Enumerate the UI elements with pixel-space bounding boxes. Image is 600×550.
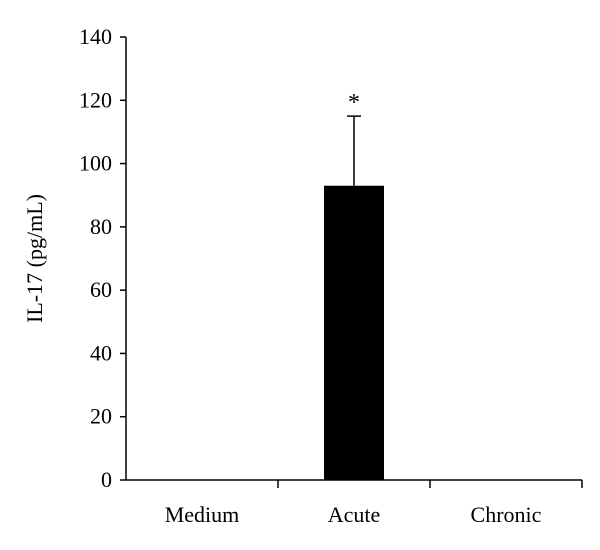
y-tick-label: 140 <box>79 24 112 49</box>
y-tick-label: 40 <box>90 340 112 365</box>
y-axis-title: IL-17 (pg/mL) <box>22 194 47 323</box>
y-tick-label: 20 <box>90 404 112 429</box>
x-ticks: Medium Acute Chronic <box>165 480 583 527</box>
x-tick-label: Chronic <box>471 502 542 527</box>
bar <box>324 185 384 480</box>
x-tick-label: Medium <box>165 502 240 527</box>
y-tick-label: 120 <box>79 87 112 112</box>
annotations: * <box>348 90 360 116</box>
y-tick-label: 60 <box>90 277 112 302</box>
plot-area: 0 20 40 60 80 100 120 140 Medium Acute Chronic * <box>79 24 583 527</box>
x-tick-label: Acute <box>328 502 381 527</box>
y-tick-label: 80 <box>90 214 112 239</box>
bars <box>324 185 384 480</box>
error-bars <box>347 115 361 186</box>
y-ticks: 0 20 40 60 80 100 120 140 <box>79 24 126 492</box>
y-tick-label: 100 <box>79 151 112 176</box>
y-tick-label: 0 <box>101 467 112 492</box>
significance-marker: * <box>348 90 360 116</box>
